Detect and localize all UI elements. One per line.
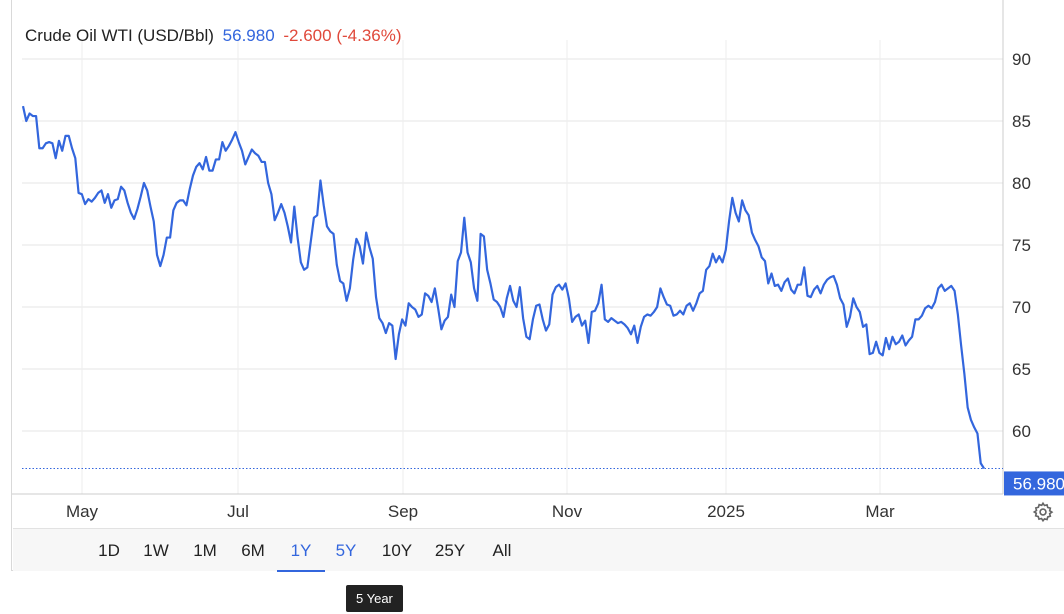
y-tick-label: 65: [1012, 360, 1031, 379]
last-price-tag: [1004, 471, 1064, 496]
y-tick-label: 90: [1012, 50, 1031, 69]
range-button-6m[interactable]: 6M: [241, 541, 265, 560]
y-tick-label: 75: [1012, 236, 1031, 255]
range-selector-bar: 1D 1W 1M 6M 1Y 5Y 10Y 25Y All: [13, 528, 1064, 572]
x-tick-label: May: [66, 502, 99, 521]
y-tick-label: 70: [1012, 298, 1031, 317]
series-line: [21, 105, 985, 470]
current-price: 56.980: [222, 26, 275, 45]
range-tooltip: 5 Year: [346, 585, 403, 612]
x-tick-label: 2025: [707, 502, 745, 521]
range-button-5y[interactable]: 5Y: [335, 541, 357, 560]
gear-icon[interactable]: [1032, 501, 1054, 523]
x-tick-label: Jul: [227, 502, 249, 521]
range-button-25y[interactable]: 25Y: [434, 541, 466, 560]
chart-title-row: Crude Oil WTI (USD/Bbl) 56.980 -2.600 (-…: [25, 26, 406, 46]
range-button-all[interactable]: All: [492, 541, 512, 560]
y-tick-label: 80: [1012, 174, 1031, 193]
last-price-tag-label: 56.980: [1013, 474, 1064, 493]
active-range-underline: [277, 570, 325, 572]
instrument-name: Crude Oil WTI (USD/Bbl): [25, 26, 214, 45]
range-button-10y[interactable]: 10Y: [381, 541, 413, 560]
x-tick-label: Nov: [552, 502, 583, 521]
range-button-1d[interactable]: 1D: [98, 541, 120, 560]
x-tick-label: Sep: [388, 502, 418, 521]
range-button-1y[interactable]: 1Y: [290, 541, 312, 560]
x-tick-label: Mar: [865, 502, 895, 521]
y-tick-label: 60: [1012, 422, 1031, 441]
price-change: -2.600 (-4.36%): [283, 26, 402, 45]
range-button-1m[interactable]: 1M: [193, 541, 217, 560]
range-button-1w[interactable]: 1W: [143, 541, 169, 560]
y-tick-label: 85: [1012, 112, 1031, 131]
